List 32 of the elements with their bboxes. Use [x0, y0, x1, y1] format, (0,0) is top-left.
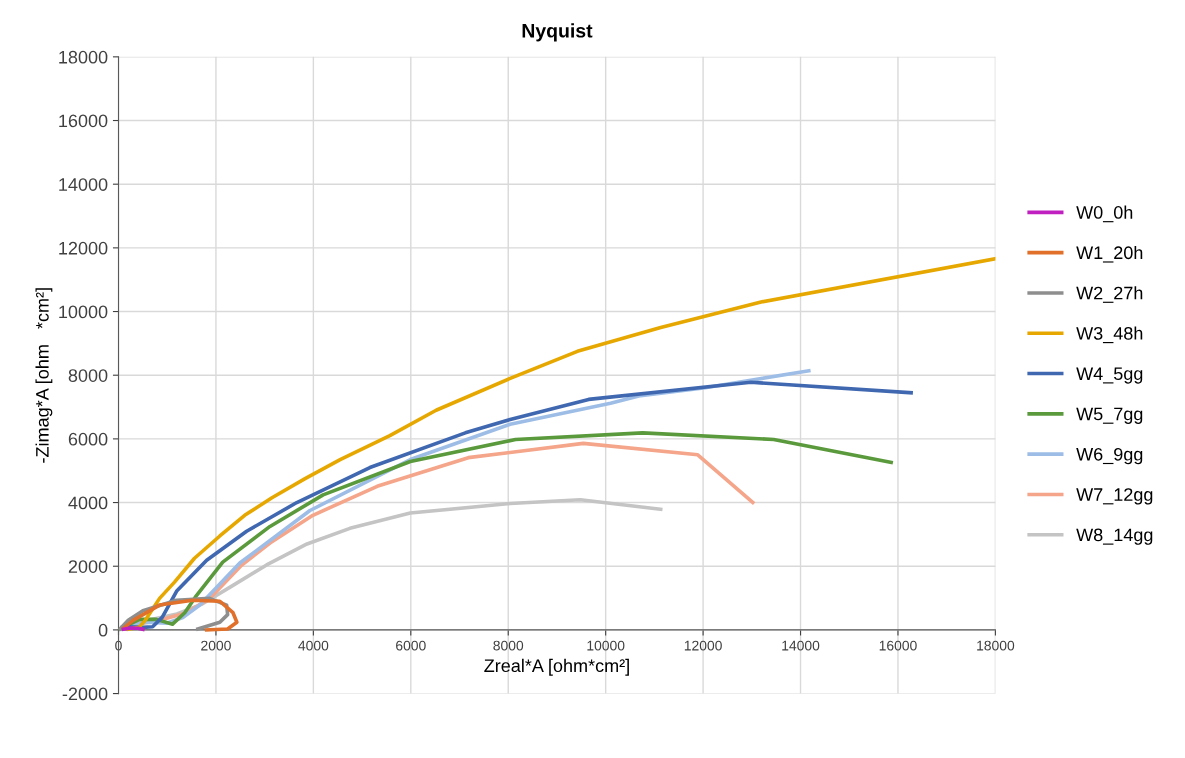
x-tick-label: 12000: [684, 640, 722, 651]
legend-label: W4_5gg: [1076, 367, 1143, 384]
x-tick-label: 2000: [201, 640, 231, 651]
chart-title: Nyquist: [522, 23, 593, 42]
y-tick-label: 10000: [59, 305, 108, 319]
y-tick-label: 18000: [59, 50, 108, 64]
x-axis-title: Zreal*A [ohm*cm²]: [484, 658, 629, 676]
legend-label: W5_7gg: [1076, 407, 1143, 424]
legend-label: W1_20h: [1076, 245, 1143, 263]
legend-label: W3_48h: [1076, 326, 1143, 344]
y-tick-label: 14000: [59, 178, 108, 191]
x-tick-label: 10000: [587, 640, 625, 651]
y-tick-label: 4000: [68, 496, 108, 510]
y-tick-label: -2000: [62, 687, 108, 701]
y-tick-label: 8000: [68, 369, 108, 382]
y-axis-title: -Zimag*A [ohm *cm²]: [35, 288, 53, 463]
y-tick-label: 12000: [59, 241, 108, 255]
legend-label: W2_27h: [1076, 286, 1143, 303]
y-tick-label: 0: [98, 623, 108, 637]
y-tick-label: 2000: [68, 560, 108, 573]
y-tick-label: 16000: [59, 114, 108, 128]
x-tick-label: 6000: [396, 640, 426, 651]
x-tick-label: 4000: [298, 640, 329, 651]
legend-label: W6_9gg: [1076, 447, 1143, 465]
x-tick-label: 18000: [977, 640, 1015, 651]
legend-label: W0_0h: [1076, 205, 1133, 223]
x-tick-label: 14000: [782, 640, 820, 651]
x-tick-label: 16000: [879, 640, 917, 651]
legend-label: W8_14gg: [1076, 528, 1153, 545]
y-tick-label: 6000: [68, 432, 108, 446]
x-tick-label: 8000: [493, 640, 524, 651]
legend-label: W7_12gg: [1076, 488, 1153, 505]
